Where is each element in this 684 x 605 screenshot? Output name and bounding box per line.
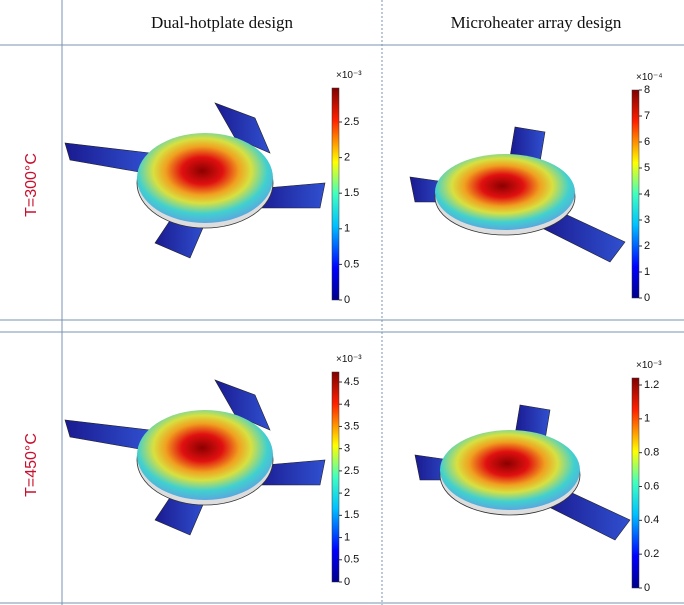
colorbar-tick-label: 2.5 [344,465,359,477]
colorbar-tick-label: 0.5 [344,554,359,566]
colorbar-tick-label: 1 [344,531,350,543]
row-label: T=450°C [23,433,40,497]
simulation-image [64,102,326,259]
colorbar-tick-label: 4.5 [344,376,359,388]
heater-arm [214,379,271,431]
colorbar-tick-label: 0.2 [644,548,659,560]
colorbar-tick-label: 0 [644,582,650,594]
colorbar-tick-label: 0.5 [344,258,359,270]
colorbar-tick-label: 0 [344,294,350,306]
heater-arm [64,142,151,174]
heat-disk [137,133,273,223]
colorbar-tick-label: 0.6 [644,480,659,492]
colorbar-multiplier: ×10⁻³ [336,70,362,81]
colorbar-tick-label: 3 [344,443,350,455]
colorbar-tick-label: 1 [344,223,350,235]
colorbar-tick-label: 1.2 [644,379,659,391]
colorbar-multiplier: ×10⁻³ [636,360,662,371]
colorbar-tick-label: 0 [644,292,650,304]
colorbar-tick-label: 4 [344,398,350,410]
colorbar-tick-label: 5 [644,162,650,174]
colorbar-tick-label: 1 [644,413,650,425]
colorbar-tick-label: 8 [644,84,650,96]
heat-disk [435,154,575,230]
heat-disk [137,410,273,500]
colorbar-tick-label: 0.8 [644,447,659,459]
colorbar [331,371,340,583]
heat-disk [440,430,580,510]
colorbar-tick-label: 1.5 [344,187,359,199]
colorbar-tick-label: 2 [644,240,650,252]
column-header: Dual-hotplate design [151,13,294,32]
colorbar-tick-label: 2.5 [344,116,359,128]
colorbar-tick-label: 7 [644,110,650,122]
colorbar-tick-label: 3 [644,214,650,226]
row-label: T=300°C [23,153,40,217]
heater-arm [64,419,151,451]
colorbar-tick-label: 1.5 [344,509,359,521]
simulation-image [64,379,326,536]
colorbar-tick-label: 3.5 [344,420,359,432]
colorbar-multiplier: ×10⁻³ [336,354,362,365]
colorbar-multiplier: ×10⁻⁴ [636,72,663,83]
colorbar [631,89,640,299]
colorbar [331,87,340,301]
colorbar-tick-label: 2 [344,152,350,164]
simulation-image [409,126,626,263]
colorbar-tick-label: 6 [644,136,650,148]
colorbar-tick-label: 2 [344,487,350,499]
column-header: Microheater array design [451,13,622,32]
colorbar-tick-label: 4 [644,188,650,200]
colorbar [631,377,640,589]
heater-arm [214,102,271,154]
colorbar-tick-label: 0 [344,576,350,588]
colorbar-tick-label: 1 [644,266,650,278]
colorbar-tick-label: 0.4 [644,514,659,526]
simulation-image [414,404,631,541]
